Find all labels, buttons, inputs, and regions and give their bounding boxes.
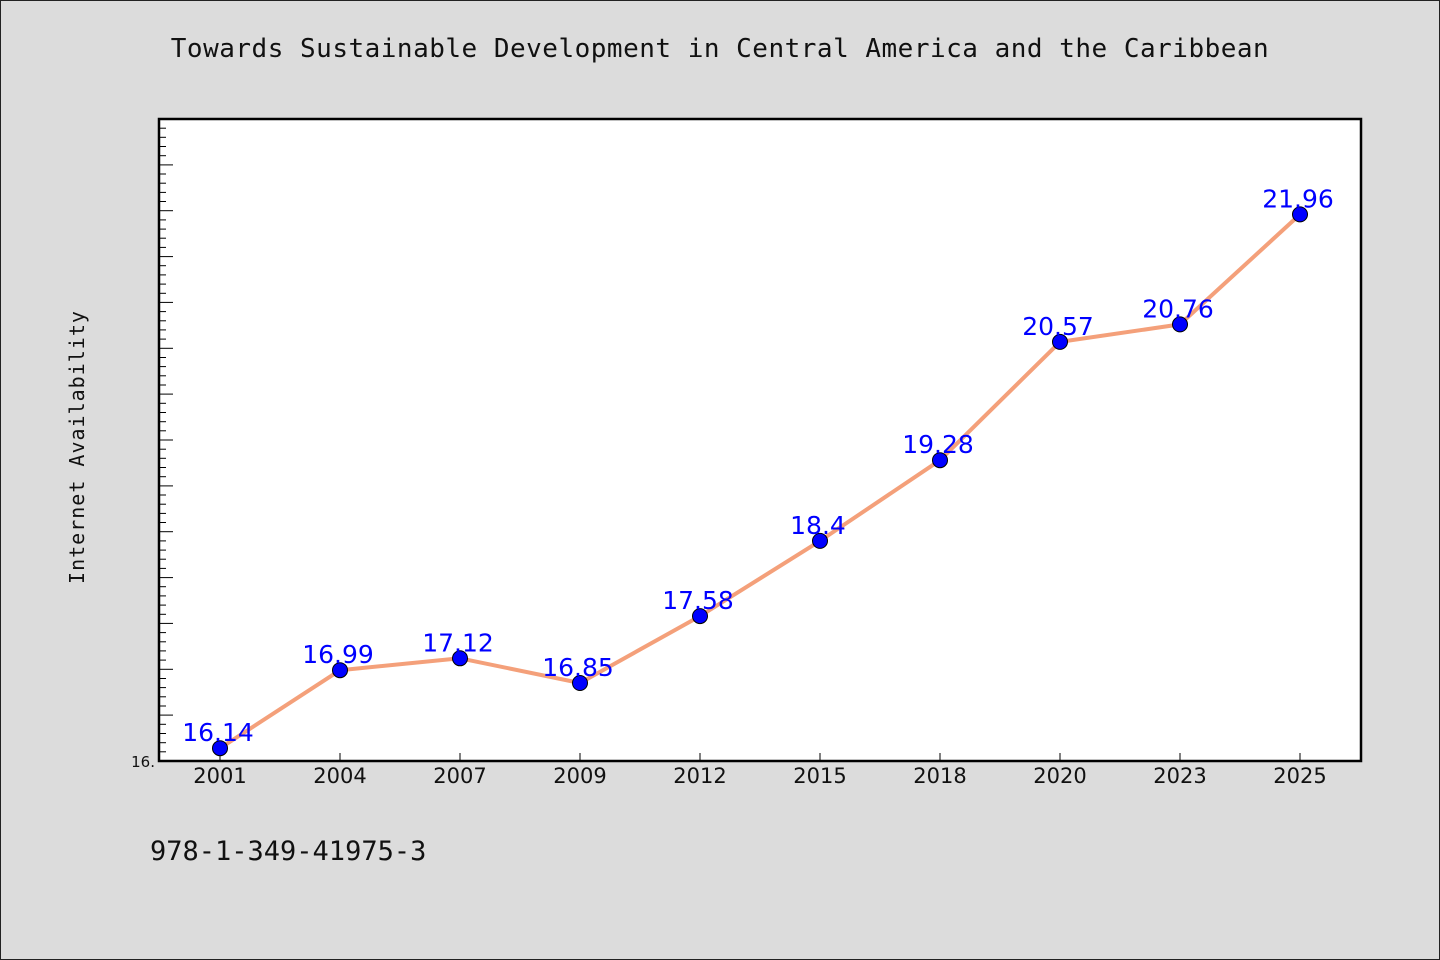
- data-label: 19.28: [902, 430, 974, 459]
- data-label: 17.58: [662, 586, 734, 615]
- data-point: [572, 675, 588, 691]
- y-tick-label: 16.: [131, 753, 155, 771]
- data-labels: 16.14 16.99 17.12 16.85 17.58 18.4 19.28 20.57 2…: [182, 184, 1334, 747]
- series-markers: [212, 206, 1308, 757]
- plot-area: [157, 117, 1363, 763]
- isbn-text: 978-1-349-41975-3: [150, 836, 427, 867]
- x-tick-label: 2025: [1273, 764, 1326, 788]
- data-point: [692, 608, 708, 625]
- x-tick-label: 2001: [193, 764, 246, 788]
- x-tick-label: 2012: [673, 764, 726, 788]
- data-point: [1292, 206, 1308, 223]
- x-tick-label: 2015: [793, 764, 846, 788]
- data-label: 18.4: [790, 511, 846, 540]
- x-tick-label: 2020: [1033, 764, 1086, 788]
- data-point: [1172, 316, 1188, 333]
- x-tick-label: 2009: [553, 764, 606, 788]
- data-point: [1052, 333, 1068, 350]
- data-label: 16.99: [302, 640, 374, 669]
- x-tick-label: 2018: [913, 764, 966, 788]
- data-point: [332, 662, 348, 679]
- x-tick-label: 2023: [1153, 764, 1206, 788]
- data-point: [932, 452, 948, 469]
- data-label: 16.14: [182, 718, 254, 747]
- data-point: [212, 740, 228, 757]
- data-label: 21.96: [1262, 184, 1334, 213]
- data-label: 17.12: [422, 628, 494, 657]
- data-label: 20.57: [1022, 312, 1094, 341]
- x-tick-label: 2007: [433, 764, 486, 788]
- data-label: 16.85: [542, 653, 614, 682]
- x-tick-label: 2004: [313, 764, 366, 788]
- y-axis-ticks: 16.: [131, 118, 173, 771]
- series-line: [218, 212, 1302, 750]
- data-point: [812, 532, 828, 549]
- chart-title: Towards Sustainable Development in Centr…: [170, 34, 1270, 64]
- data-label: 20.76: [1142, 294, 1214, 323]
- x-axis-ticks: 2001 2004 2007 2009 2012 2015 2018 2020 2023 2025: [193, 753, 1327, 788]
- data-point: [452, 650, 468, 667]
